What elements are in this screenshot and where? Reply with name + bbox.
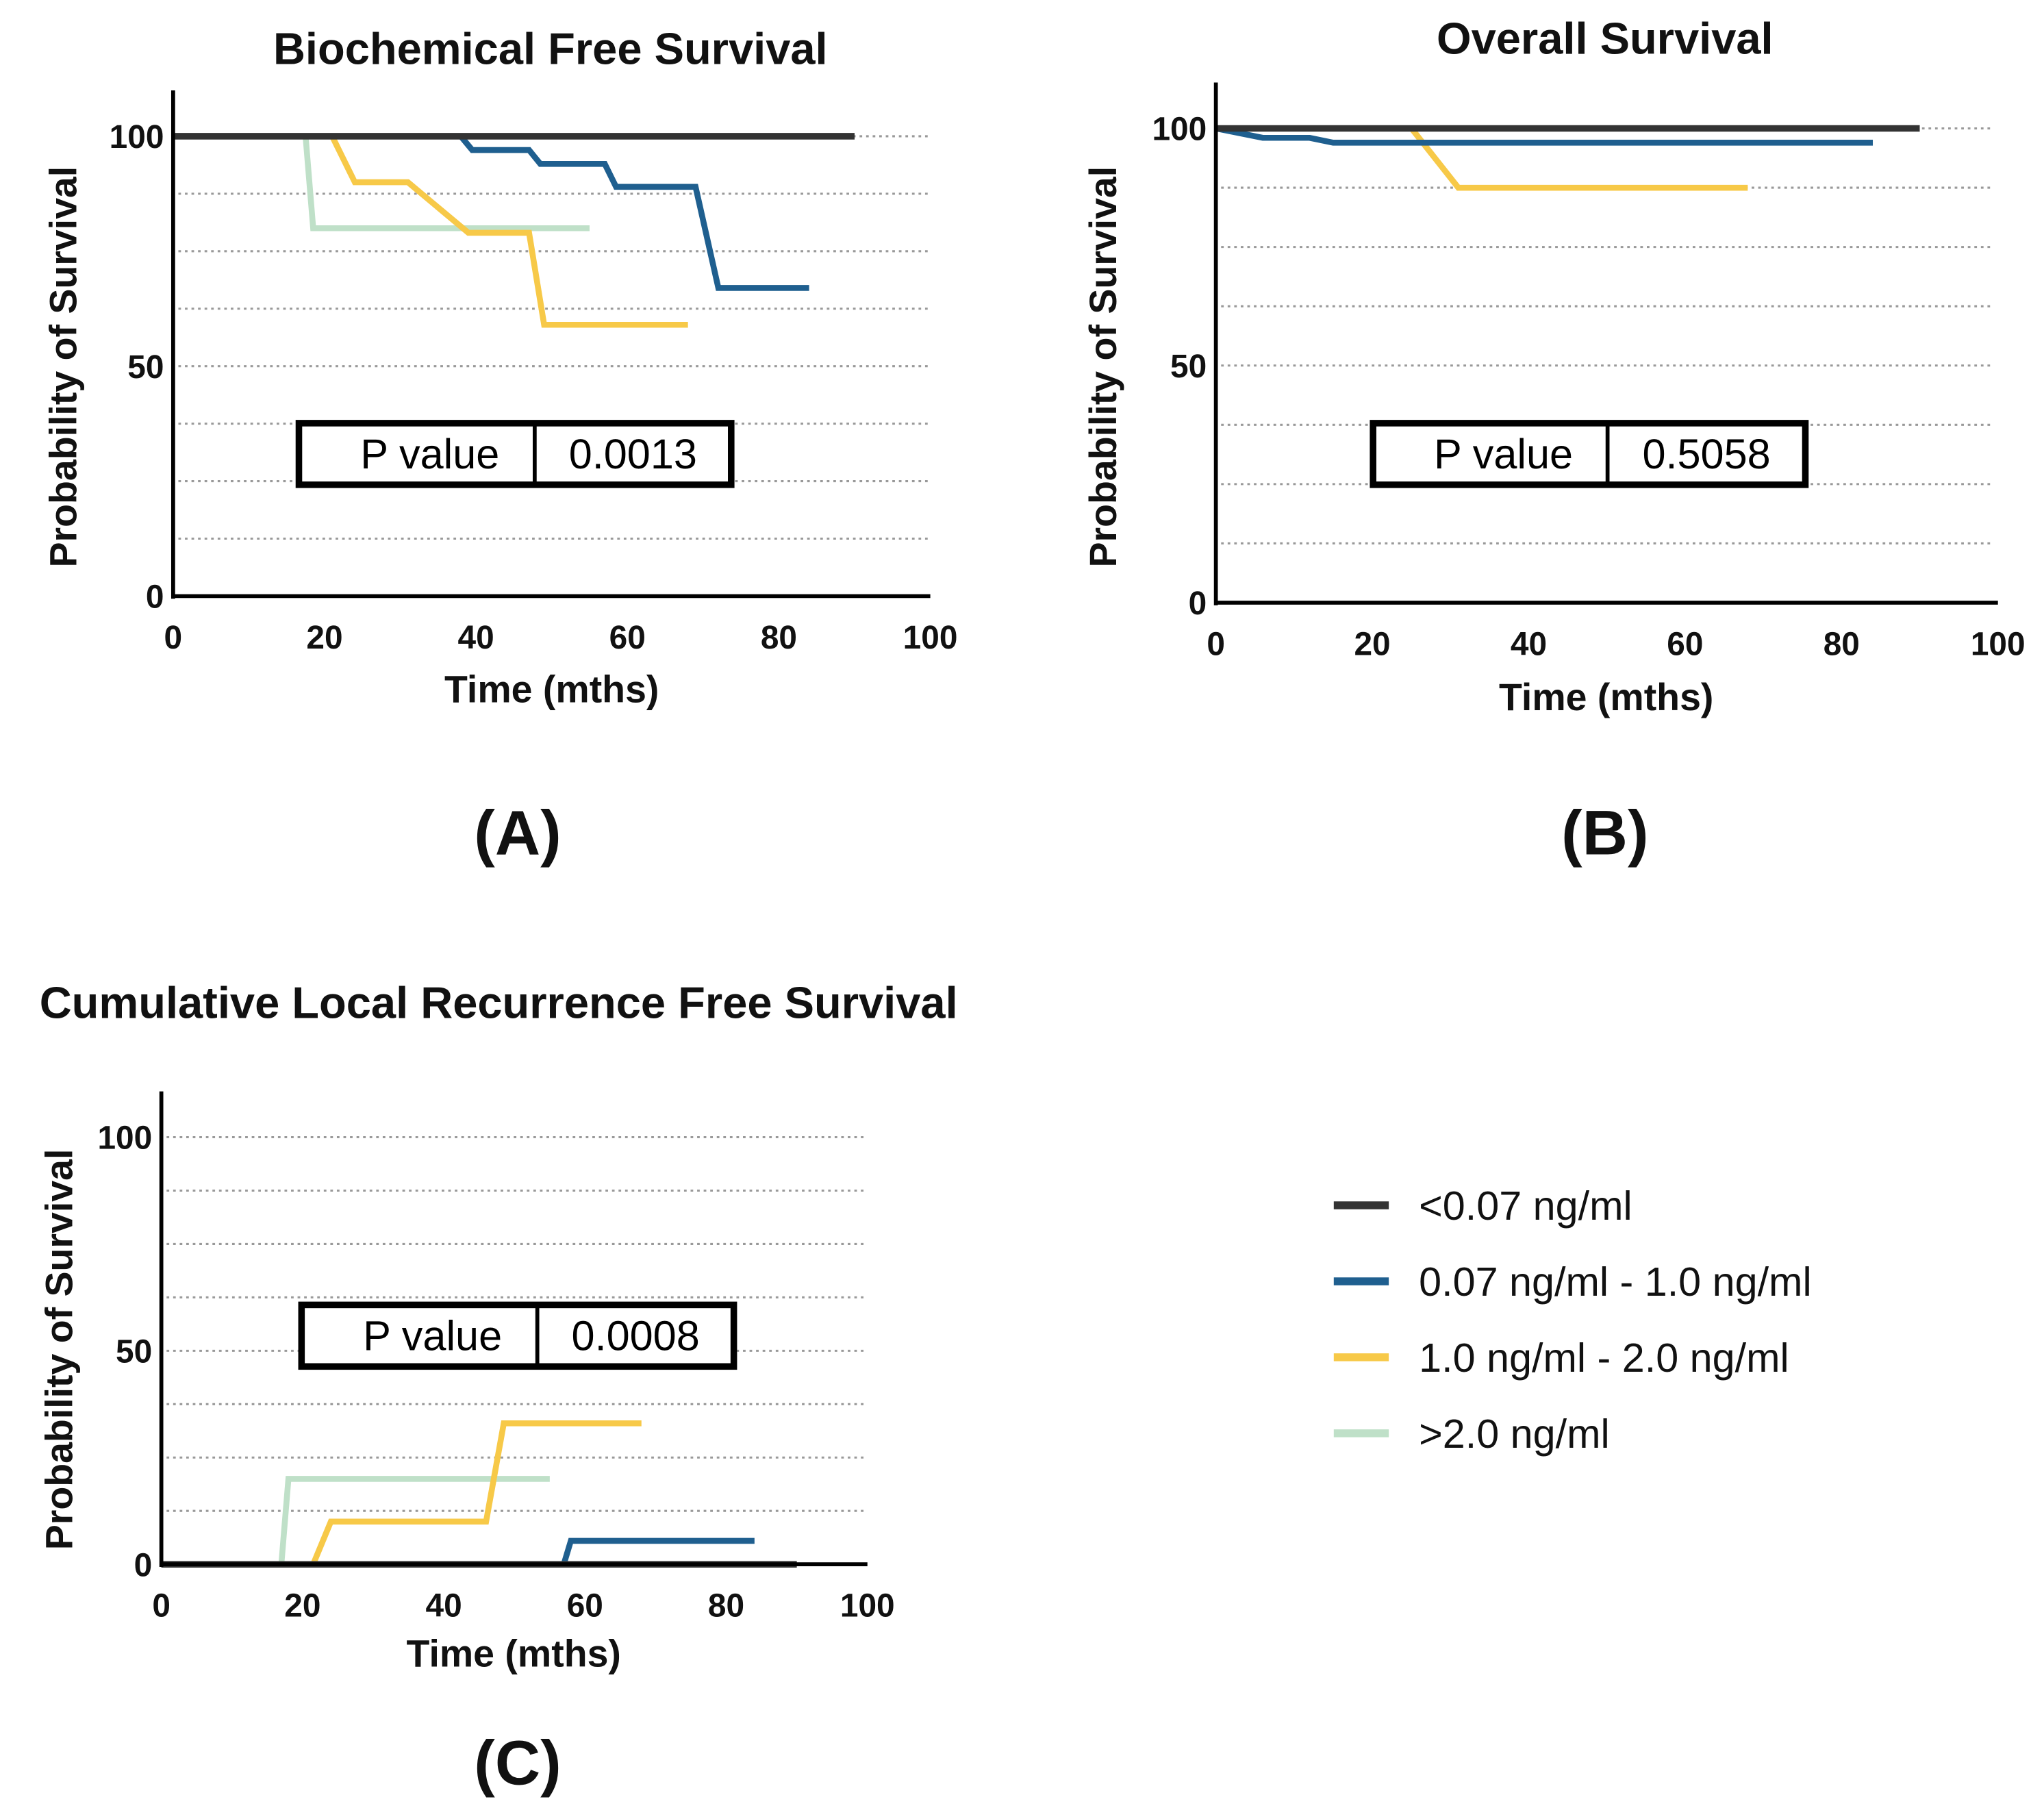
x-tick-label: 80	[1824, 627, 1860, 663]
legend-label: <0.07 ng/ml	[1419, 1183, 1632, 1229]
x-tick-label: 80	[708, 1588, 744, 1624]
y-tick-label: 50	[116, 1334, 152, 1370]
chart-title: Overall Survival	[1437, 13, 1774, 63]
panel-label: (C)	[474, 1729, 561, 1798]
x-tick-label: 0	[152, 1588, 171, 1624]
x-tick-label: 20	[1354, 627, 1390, 663]
series-line-r007_1	[161, 1537, 755, 1568]
x-tick-label: 80	[761, 620, 797, 656]
y-tick-label: 0	[1189, 586, 1207, 622]
x-tick-label: 100	[903, 620, 958, 656]
p-value-box	[295, 420, 735, 488]
x-tick-label: 0	[1207, 627, 1225, 663]
panel-label: (A)	[474, 798, 561, 868]
x-tick-label: 100	[840, 1588, 895, 1624]
legend: <0.07 ng/ml 0.07 ng/ml - 1.0 ng/ml 1.0 ng/…	[1333, 1183, 1812, 1457]
p-value-label: P value	[363, 1312, 502, 1359]
series-line-r007_1	[1215, 125, 1873, 146]
x-axis-label: Time (mths)	[407, 1632, 621, 1674]
legend-label: >2.0 ng/ml	[1419, 1411, 1610, 1457]
y-tick-label: 50	[127, 349, 164, 386]
y-tick-label: 0	[134, 1547, 153, 1583]
x-tick-label: 20	[306, 620, 342, 656]
p-value-label: P value	[1434, 431, 1573, 477]
p-value: 0.0008	[572, 1312, 700, 1359]
x-tick-label: 40	[458, 620, 494, 656]
y-axis-label: Probability of Survival	[42, 166, 84, 568]
x-tick-label: 100	[1971, 627, 2026, 663]
x-tick-label: 40	[425, 1588, 462, 1624]
p-value-label: P value	[360, 431, 499, 477]
panel-label: (B)	[1561, 798, 1648, 868]
x-tick-label: 0	[164, 620, 183, 656]
p-value-box	[298, 1301, 737, 1370]
x-tick-label: 60	[567, 1588, 603, 1624]
y-tick-label: 0	[146, 579, 164, 616]
y-tick-label: 100	[97, 1120, 152, 1157]
series-line-r007_1	[173, 133, 809, 291]
p-value-box	[1370, 420, 1809, 488]
chart-panel-1: Biochemical Free Survival P value 0.0013 0 2…	[42, 24, 957, 868]
p-value: 0.0013	[569, 431, 697, 477]
y-axis-label: Probability of Survival	[38, 1149, 81, 1550]
y-tick-label: 100	[1152, 112, 1207, 148]
legend-label: 0.07 ng/ml - 1.0 ng/ml	[1419, 1259, 1811, 1305]
x-tick-label: 40	[1511, 627, 1547, 663]
x-tick-label: 20	[284, 1588, 320, 1624]
chart-title: Cumulative Local Recurrence Free Surviva…	[40, 977, 958, 1027]
chart-title: Biochemical Free Survival	[273, 24, 828, 74]
y-tick-label: 50	[1170, 349, 1207, 385]
y-axis-label: Probability of Survival	[1082, 166, 1124, 568]
chart-panel-3: Cumulative Local Recurrence Free Surviva…	[38, 977, 958, 1798]
x-tick-label: 60	[609, 620, 646, 656]
x-axis-label: Time (mths)	[1499, 676, 1713, 718]
p-value: 0.5058	[1642, 431, 1770, 477]
series-line-r1_2	[173, 133, 688, 328]
x-tick-label: 60	[1667, 627, 1703, 663]
y-tick-label: 100	[110, 119, 164, 155]
x-axis-label: Time (mths)	[444, 668, 659, 710]
legend-label: 1.0 ng/ml - 2.0 ng/ml	[1419, 1335, 1789, 1381]
chart-panel-2: Overall Survival P value 0.5058 0 20 40 60 80 10…	[1082, 13, 2025, 868]
